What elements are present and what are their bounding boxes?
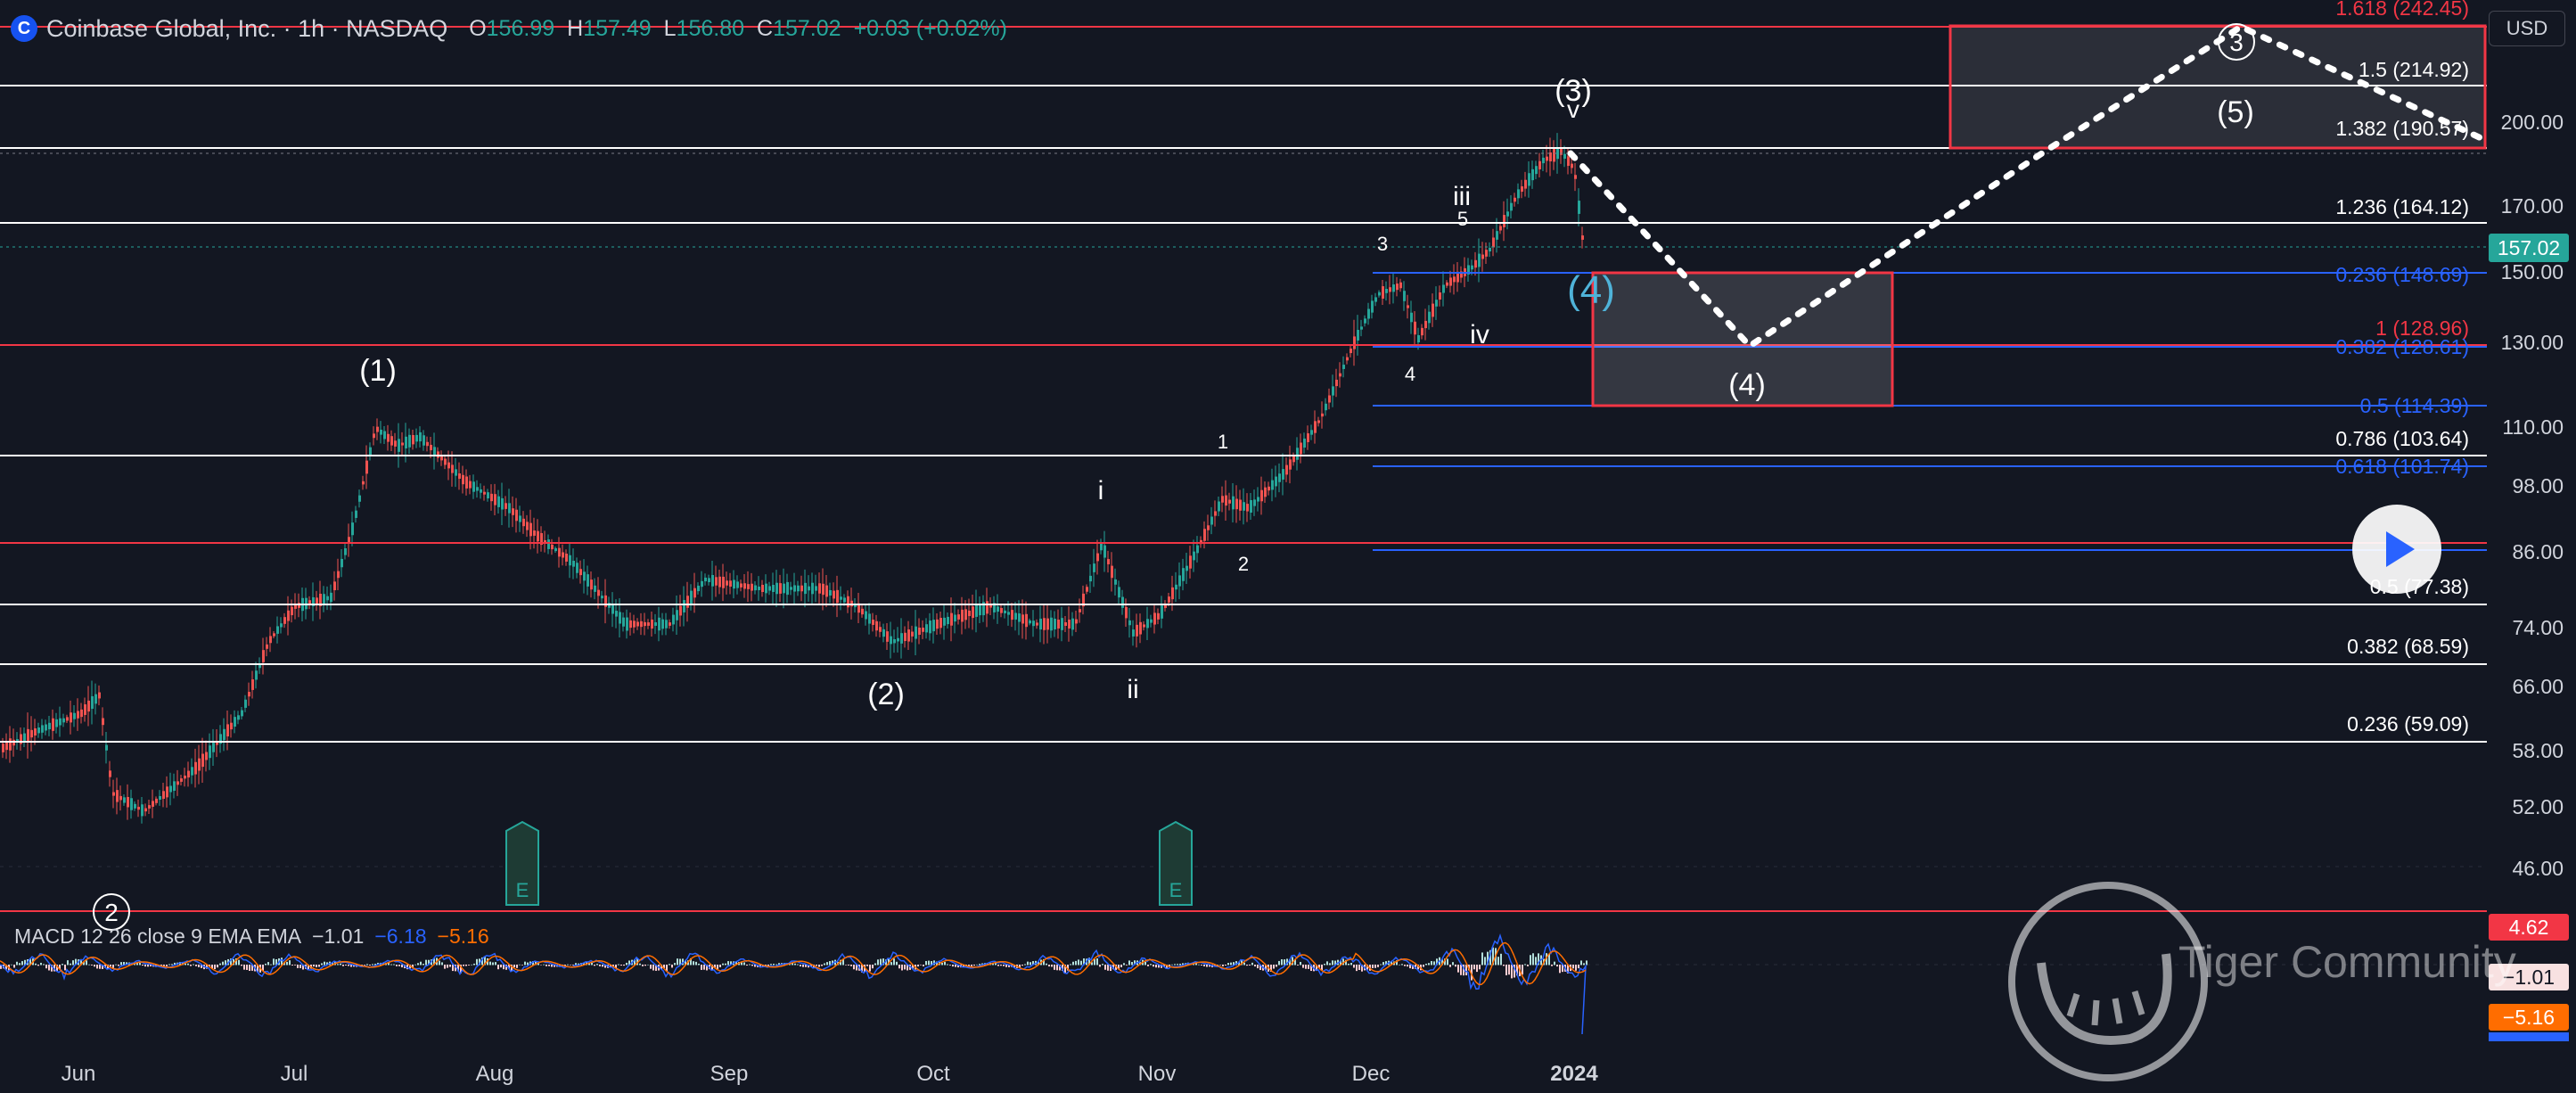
time-label: Nov <box>1138 1062 1177 1086</box>
fib-label-0382: 0.382 (68.59) <box>2347 635 2469 658</box>
time-label: Aug <box>476 1062 514 1086</box>
wave-label-iii: iii <box>1453 182 1471 211</box>
close-label: C <box>757 15 774 41</box>
tiger-logo-icon <box>2008 882 2208 1081</box>
time-axis[interactable]: Jun Jul Aug Sep Oct Nov Dec 2024 <box>62 1062 1599 1086</box>
watermark-text: Tiger Community <box>2178 937 2516 987</box>
price-tick: 58.00 <box>2512 739 2564 762</box>
price-tick: 66.00 <box>2512 675 2564 698</box>
open-value: 156.99 <box>486 15 555 41</box>
price-tick: 130.00 <box>2501 331 2564 354</box>
time-label: Oct <box>916 1062 950 1086</box>
ohlc-values: O156.99 H157.49 L156.80 C157.02 +0.03 (+… <box>469 16 1007 42</box>
fib-label-1382: 1.382 (190.57) <box>2335 117 2469 140</box>
svg-text:−5.16: −5.16 <box>2503 1006 2555 1029</box>
wave-label-4-blue: (4) <box>1567 268 1615 312</box>
coinbase-logo-icon: C <box>11 15 37 42</box>
earnings-marker[interactable]: E <box>505 820 539 906</box>
wave-label-4-target: (4) <box>1728 368 1766 402</box>
circle-3-label: 3 <box>2218 23 2255 61</box>
grid-lines <box>0 866 2487 966</box>
play-button[interactable] <box>2352 505 2441 594</box>
macd-value: −1.01 <box>312 925 365 948</box>
wave-label-2: (2) <box>867 678 905 711</box>
last-price-tag: 157.02 <box>2489 234 2569 262</box>
macd-legend[interactable]: MACD 12 26 close 9 EMA EMA −1.01 −6.18 −… <box>14 925 489 949</box>
svg-text:3: 3 <box>2229 29 2244 56</box>
sub-wave-5: 5 <box>1457 208 1468 230</box>
histogram-value: −5.16 <box>437 925 489 948</box>
time-label: Jul <box>281 1062 308 1086</box>
price-tick: 98.00 <box>2512 474 2564 497</box>
time-label: Jun <box>62 1062 96 1086</box>
low-label: L <box>663 15 677 41</box>
wave-label-i: i <box>1098 476 1104 505</box>
fib-label-1618: 1.618 (242.45) <box>2335 0 2469 20</box>
price-tick: 86.00 <box>2512 540 2564 563</box>
play-icon <box>2386 531 2415 567</box>
price-candles <box>2 133 1584 824</box>
fib-label-1: 1 (128.96) <box>2375 316 2469 340</box>
wave-label-1: (1) <box>359 354 397 388</box>
signal-value: −6.18 <box>374 925 427 948</box>
wave-label-ii: ii <box>1127 675 1138 704</box>
fib-lines <box>0 26 2487 912</box>
svg-text:4.62: 4.62 <box>2509 916 2549 939</box>
price-axis[interactable]: 200.00 170.00 150.00 130.00 110.00 98.00… <box>2501 111 2564 880</box>
svg-text:E: E <box>516 879 529 901</box>
symbol-header: C Coinbase Global, Inc. · 1h · NASDAQ O1… <box>11 12 1007 45</box>
fib-label-0786: 0.786 (103.64) <box>2335 427 2469 450</box>
close-value: 157.02 <box>773 15 841 41</box>
earnings-marker[interactable]: E <box>1159 820 1193 906</box>
svg-text:157.02: 157.02 <box>2498 236 2560 259</box>
price-tick: 170.00 <box>2501 194 2564 218</box>
projection-path <box>1567 23 2490 350</box>
high-label: H <box>567 15 584 41</box>
price-tick: 74.00 <box>2512 616 2564 639</box>
macd-pane <box>0 933 1587 1035</box>
currency-button[interactable]: USD <box>2489 11 2565 46</box>
macd-axis-tags: 4.62 −1.01 −5.16 <box>2489 914 2569 1041</box>
svg-text:−1.01: −1.01 <box>2503 966 2555 989</box>
symbol-title[interactable]: Coinbase Global, Inc. · 1h · NASDAQ <box>46 14 448 42</box>
fib-label-0236: 0.236 (59.09) <box>2347 712 2469 736</box>
high-value: 157.49 <box>583 15 652 41</box>
price-tick: 150.00 <box>2501 260 2564 284</box>
price-tick: 46.00 <box>2512 857 2564 880</box>
time-label: 2024 <box>1550 1062 1598 1086</box>
circle-2-label: 2 <box>93 893 130 931</box>
fib-label-05-blue: 0.5 (114.39) <box>2360 394 2469 417</box>
fib-label-0236-blue: 0.236 (148.69) <box>2335 263 2469 286</box>
sub-wave-2: 2 <box>1238 553 1249 575</box>
svg-text:2: 2 <box>104 899 119 926</box>
wave-label-5: (5) <box>2217 95 2254 129</box>
sub-wave-4: 4 <box>1405 363 1415 385</box>
wave-label-3: (3) <box>1555 74 1592 108</box>
change-value: +0.03 (+0.02%) <box>853 15 1007 41</box>
time-label: Sep <box>710 1062 749 1086</box>
wave-label-v: v <box>1567 95 1579 123</box>
time-label: Dec <box>1352 1062 1391 1086</box>
wave5-target-box[interactable] <box>1948 24 2487 150</box>
price-tick: 52.00 <box>2512 795 2564 818</box>
fib-label-1236: 1.236 (164.12) <box>2335 195 2469 218</box>
low-value: 156.80 <box>676 15 745 41</box>
svg-text:E: E <box>1169 879 1183 901</box>
sub-wave-1: 1 <box>1218 431 1228 453</box>
price-tick: 200.00 <box>2501 111 2564 134</box>
fib-labels: 1.618 (242.45) 1.5 (214.92) 1.382 (190.5… <box>2335 0 2469 736</box>
open-label: O <box>469 15 487 41</box>
wave-label-iv: iv <box>1470 320 1489 349</box>
macd-label: MACD 12 26 close 9 EMA EMA <box>14 925 302 948</box>
fib-label-0618-blue: 0.618 (101.74) <box>2335 455 2469 478</box>
fib-label-0382-blue: 0.382 (128.61) <box>2335 335 2469 358</box>
price-tick: 110.00 <box>2502 415 2564 439</box>
fib-label-15: 1.5 (214.92) <box>2359 58 2469 81</box>
sub-wave-3: 3 <box>1377 233 1388 255</box>
wave-labels: (1) (2) (3) (5) (4) (4) i ii iii iv v 1 … <box>359 74 2254 711</box>
